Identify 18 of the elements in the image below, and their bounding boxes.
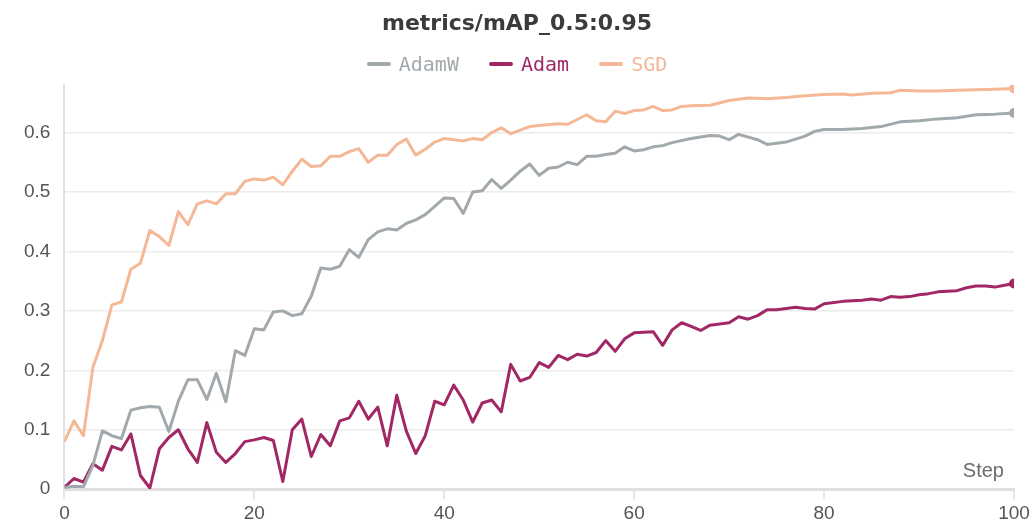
- x-tick-label: 20: [243, 501, 265, 523]
- y-tick-label: 0.5: [23, 180, 51, 202]
- y-tick-label: 0.1: [23, 417, 51, 439]
- x-tick-label: 100: [998, 501, 1030, 523]
- legend-label: Adam: [520, 52, 570, 76]
- y-tick-label: 0.6: [23, 120, 51, 142]
- chart-title: metrics/mAP_0.5:0.95: [380, 10, 654, 35]
- x-axis-title: Step: [962, 458, 1004, 481]
- y-tick-label: 0: [39, 477, 51, 499]
- y-tick-label: 0.2: [23, 358, 51, 380]
- x-tick-label: 40: [433, 501, 455, 523]
- legend-label: AdamW: [398, 52, 459, 76]
- x-tick-label: 0: [59, 501, 70, 523]
- x-tick-label: 80: [813, 501, 835, 523]
- y-tick-label: 0.4: [23, 239, 51, 261]
- x-tick-label: 60: [623, 501, 645, 523]
- y-tick-label: 0.3: [23, 299, 51, 321]
- legend-label: SGD: [631, 52, 668, 76]
